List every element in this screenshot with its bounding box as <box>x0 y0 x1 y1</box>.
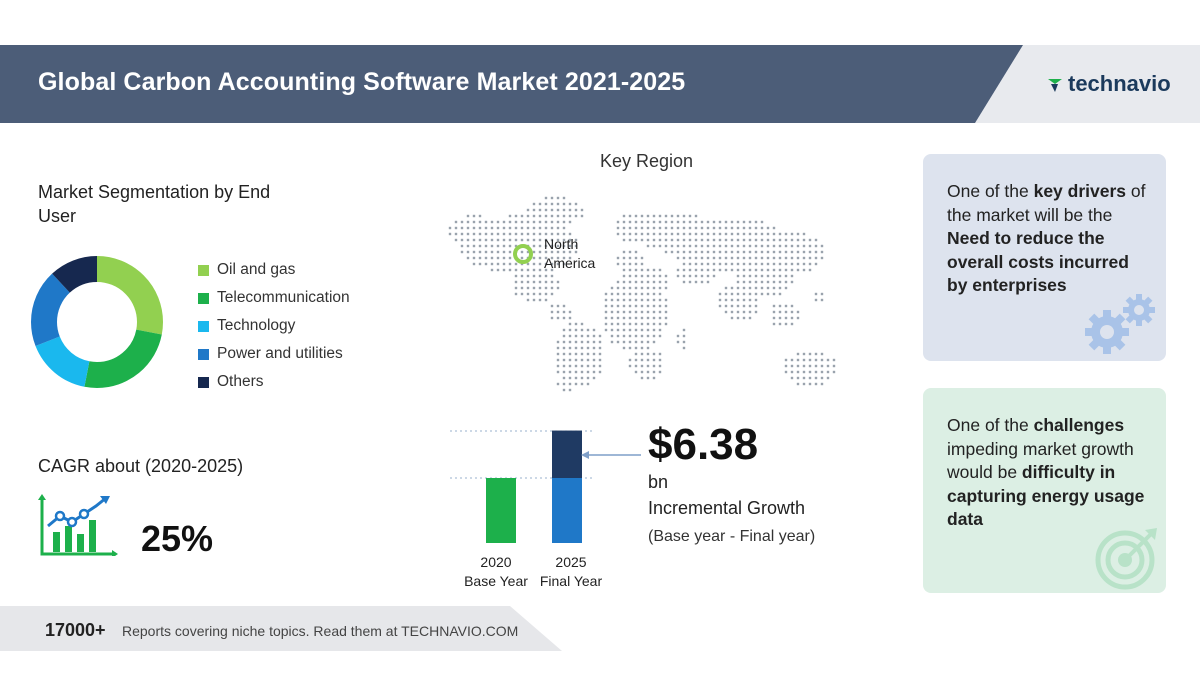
region-marker-icon <box>513 244 533 264</box>
cagr-label: CAGR about (2020-2025) <box>38 456 244 476</box>
footer-text[interactable]: Reports covering niche topics. Read them… <box>122 623 519 639</box>
legend-swatch <box>198 376 209 388</box>
base-year-value: 2020 <box>480 554 512 570</box>
cagr-value: 25% <box>141 518 214 559</box>
world-map <box>448 196 836 392</box>
legend-swatch <box>198 292 209 304</box>
gears-icon <box>1085 294 1155 354</box>
legend-swatch <box>198 348 209 360</box>
challenges-highlight: challenges <box>1033 415 1125 435</box>
technavio-logo-icon <box>1048 79 1062 92</box>
target-icon <box>1095 528 1157 590</box>
incremental-growth-period: (Base year - Final year) <box>648 528 816 545</box>
bar-2020-base <box>486 478 516 543</box>
logo-text: technavio <box>1068 71 1171 96</box>
donut-slice-1 <box>31 256 163 388</box>
final-year-caption: Final Year <box>539 573 603 589</box>
drivers-middle: of the market will be the <box>947 181 1146 225</box>
footer-band <box>0 606 562 651</box>
legend-label: Power and utilities <box>217 345 343 362</box>
growth-pointer-arrow-icon <box>581 451 589 459</box>
donut-slice-3 <box>31 256 163 388</box>
key-drivers-card: One of the key drivers of the market wil… <box>923 154 1166 361</box>
bar-2025-base <box>552 478 582 543</box>
key-region-title: Key Region <box>600 151 694 171</box>
map-dots <box>448 196 836 392</box>
legend-swatch <box>198 264 209 276</box>
challenges-prefix: One of the <box>947 415 1034 435</box>
legend-label: Telecommunication <box>217 289 350 306</box>
bar-2025-increment <box>552 430 582 478</box>
segmentation-legend: Oil and gas Telecommunication Technology Po… <box>198 256 350 396</box>
bar-label-base: 2020 Base Year <box>456 553 536 591</box>
drivers-prefix: One of the <box>947 181 1034 201</box>
incremental-growth-unit: bn <box>648 472 669 492</box>
legend-label: Technology <box>217 317 296 334</box>
legend-item: Power and utilities <box>198 340 350 368</box>
incremental-growth-bars <box>450 430 641 543</box>
key-region-label: North America <box>544 236 596 271</box>
footer-report-count: 17000+ <box>45 620 106 640</box>
segmentation-donut-chart <box>31 256 163 388</box>
technavio-logo[interactable]: technavio <box>1046 71 1171 97</box>
incremental-growth-label: Incremental Growth <box>648 498 806 518</box>
segmentation-title: Market Segmentation by End User <box>38 182 271 226</box>
legend-label: Oil and gas <box>217 261 296 278</box>
legend-item: Others <box>198 368 350 396</box>
legend-swatch <box>198 320 209 332</box>
drivers-highlight: key drivers <box>1033 181 1127 201</box>
legend-item: Oil and gas <box>198 256 350 284</box>
drivers-statement: Need to reduce the overall costs incurre… <box>947 228 1129 295</box>
base-year-caption: Base Year <box>464 573 528 589</box>
challenges-middle: impeding market growth would be <box>947 438 1134 483</box>
growth-chart-icon <box>38 494 118 556</box>
legend-item: Telecommunication <box>198 284 350 312</box>
page-title: Global Carbon Accounting Software Market… <box>38 68 686 96</box>
donut-slice-4 <box>31 256 163 388</box>
challenges-card: One of the challenges impeding market gr… <box>923 388 1166 593</box>
legend-label: Others <box>217 373 264 390</box>
incremental-growth-value: $6.38 <box>648 420 759 469</box>
final-year-value: 2025 <box>555 554 587 570</box>
bar-label-final: 2025 Final Year <box>531 553 611 591</box>
challenges-statement: difficulty in capturing energy usage dat… <box>947 462 1145 529</box>
legend-item: Technology <box>198 312 350 340</box>
